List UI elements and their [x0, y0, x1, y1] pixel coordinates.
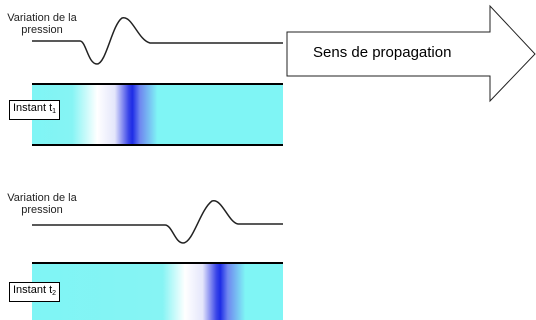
propagation-arrow: [286, 4, 536, 103]
arrow-label: Sens de propagation: [313, 44, 452, 61]
instant-label-t1-sub: 1: [52, 108, 57, 115]
pressure-label-t2-line1: Variation de la: [7, 192, 77, 204]
instant-label-t1: Instant t1: [9, 100, 61, 120]
pressure-curve-t2: [32, 200, 283, 244]
instant-label-t2-text: Instant t: [13, 284, 53, 296]
instant-label-t2-sub: 2: [52, 290, 57, 297]
instant-label-t1-text: Instant t: [13, 102, 53, 114]
pressure-label-t1-line2: pression: [21, 24, 63, 36]
instant-label-t2: Instant t2: [9, 282, 61, 302]
tube-t1: [32, 84, 283, 145]
pressure-label-t2: Variation de la pression: [4, 192, 80, 216]
pressure-label-t1-line1: Variation de la: [7, 12, 77, 24]
pressure-label-t2-line2: pression: [21, 204, 63, 216]
tube-t2: [32, 263, 283, 320]
pressure-label-t1: Variation de la pression: [4, 12, 80, 36]
pressure-curve-t1: [32, 17, 283, 65]
